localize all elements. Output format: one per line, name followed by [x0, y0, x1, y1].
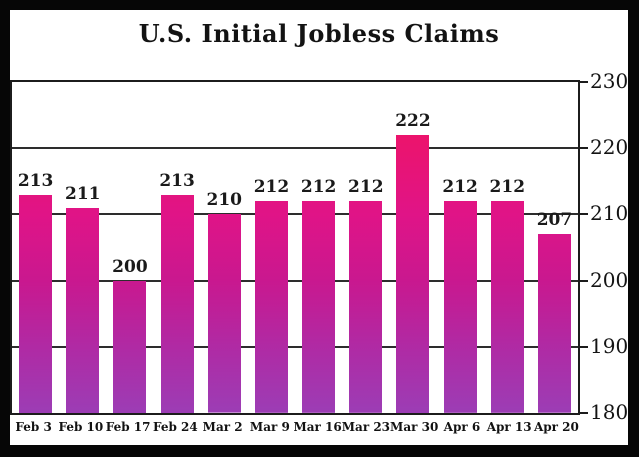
bar-slot: 212: [295, 82, 342, 413]
bar: [160, 194, 194, 413]
chart-canvas: U.S. Initial Jobless Claims 213 211 200 213…: [10, 10, 628, 445]
bar-slot: 200: [106, 82, 153, 413]
bar: [113, 280, 147, 413]
bar-value-label: 212: [300, 177, 337, 198]
y-axis-tick-label: 180: [590, 400, 629, 425]
x-axis-tick-label: Feb 10: [58, 420, 104, 434]
x-axis-tick-label: Mar 23: [341, 420, 391, 434]
x-axis-labels: Feb 3 Feb 10 Feb 17 Feb 24 Mar 2 Mar 9 Mar 16 M…: [10, 420, 580, 434]
bar: [349, 201, 383, 413]
y-axis-tick-label: 210: [590, 201, 629, 226]
bar-value-label: 200: [112, 256, 148, 277]
bars: 213 211 200 213 210 212 212 212 222 212 212 207: [12, 82, 578, 413]
bar-slot: 207: [531, 82, 578, 413]
x-axis-tick-label: Mar 2: [202, 420, 243, 434]
chart-title: U.S. Initial Jobless Claims: [138, 19, 500, 48]
y-axis-tick-label: 200: [590, 267, 629, 292]
x-axis-tick-label: Apr 13: [486, 420, 532, 434]
bar-value-label: 207: [536, 210, 573, 231]
x-axis-tick-label: Mar 9: [249, 420, 290, 434]
y-axis-tick-label: 220: [590, 135, 629, 160]
gridline: [12, 345, 578, 348]
y-axis-tick: [579, 213, 588, 216]
bar-slot: 213: [12, 82, 59, 413]
y-axis-tick-label: 190: [590, 333, 629, 358]
bar: [443, 201, 477, 413]
x-axis-tick-label: Apr 20: [533, 420, 579, 434]
y-axis-tick: [579, 279, 588, 282]
x-axis-tick-label: Feb 24: [152, 420, 198, 434]
gridline: [12, 213, 578, 216]
bar-slot: 210: [201, 82, 248, 413]
y-axis-tick-label: 230: [590, 69, 629, 94]
x-axis-tick-label: Feb 17: [105, 420, 151, 434]
bar-value-label: 212: [253, 177, 290, 198]
bar: [207, 214, 241, 413]
bar-value-label: 210: [206, 190, 243, 211]
bar: [19, 194, 53, 413]
bar-slot: 212: [342, 82, 389, 413]
bar: [302, 201, 336, 413]
y-axis-tick: [579, 345, 588, 348]
bar-value-label: 212: [442, 177, 478, 198]
bar-value-label: 212: [348, 177, 384, 198]
bar: [490, 201, 524, 413]
bar-slot: 222: [389, 82, 436, 413]
bar-value-label: 213: [159, 170, 195, 191]
bar-slot: 212: [437, 82, 484, 413]
x-axis-tick-label: Apr 6: [443, 420, 481, 434]
bar: [537, 234, 571, 413]
plot-area: 213 211 200 213 210 212 212 212 222 212 212 207 180…: [10, 71, 628, 422]
gridline: [12, 147, 578, 150]
y-axis-tick: [579, 147, 588, 150]
bar-slot: 211: [59, 82, 106, 413]
y-axis-tick: [579, 412, 588, 414]
bar-value-label: 213: [17, 170, 54, 191]
bar-slot: 212: [248, 82, 295, 413]
x-axis-tick-label: Mar 16: [293, 420, 342, 434]
y-axis-tick: [579, 81, 588, 83]
bar-slot: 213: [154, 82, 201, 413]
x-axis-tick-label: Feb 3: [15, 420, 52, 434]
gridline: [12, 279, 578, 282]
x-axis-tick-label: Mar 30: [390, 420, 439, 434]
bar: [396, 134, 430, 413]
bar-value-label: 222: [395, 110, 431, 131]
bar: [254, 201, 288, 413]
bar-slot: 212: [484, 82, 531, 413]
bar-value-label: 211: [65, 183, 101, 204]
bar: [66, 207, 100, 413]
bar-value-label: 212: [489, 177, 526, 198]
